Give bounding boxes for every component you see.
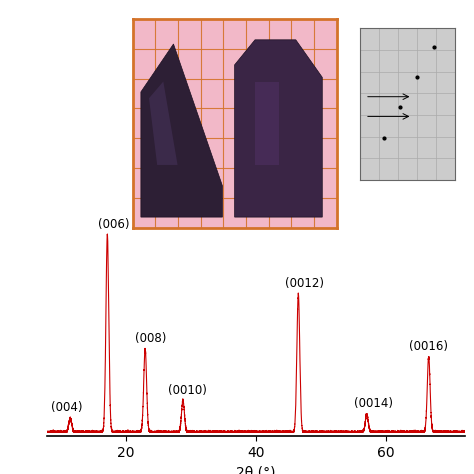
Text: (0016): (0016) <box>409 340 448 353</box>
Polygon shape <box>255 82 280 165</box>
Polygon shape <box>235 40 322 217</box>
Text: (0014): (0014) <box>354 397 393 410</box>
Polygon shape <box>141 44 222 217</box>
Text: (006): (006) <box>98 218 130 231</box>
Text: (008): (008) <box>136 332 167 345</box>
Polygon shape <box>149 82 178 165</box>
Text: (0010): (0010) <box>168 383 207 397</box>
Text: (0012): (0012) <box>285 277 324 290</box>
Text: (004): (004) <box>51 401 82 414</box>
X-axis label: 2θ (°): 2θ (°) <box>236 465 276 474</box>
